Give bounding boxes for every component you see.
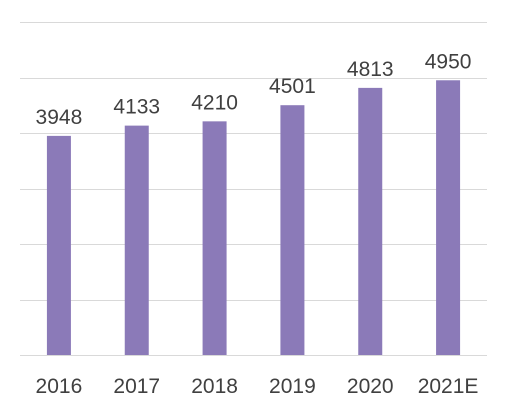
data-label-2020: 4813 <box>347 58 394 81</box>
data-label-2018: 4210 <box>191 91 238 114</box>
x-tick-label-2020: 2020 <box>347 375 394 398</box>
data-label-2019: 4501 <box>269 75 316 98</box>
data-labels: 3948 4133 4210 4501 4813 4950 <box>36 50 472 129</box>
gridlines <box>20 22 487 356</box>
x-tick-label-2016: 2016 <box>36 375 83 398</box>
x-tick-label-2017: 2017 <box>113 375 160 398</box>
x-tick-label-2018: 2018 <box>191 375 238 398</box>
bar-2017 <box>124 125 149 355</box>
x-tick-label-2021E: 2021E <box>418 375 479 398</box>
data-label-2021E: 4950 <box>425 50 472 73</box>
data-label-2017: 4133 <box>113 96 160 119</box>
data-label-2016: 3948 <box>36 106 83 129</box>
x-tick-label-2019: 2019 <box>269 375 316 398</box>
bar-2019 <box>280 105 305 355</box>
x-axis: 2016 2017 2018 2019 2020 2021E <box>36 375 479 398</box>
bar-2016 <box>46 135 71 355</box>
bar-2020 <box>358 87 383 355</box>
bars <box>46 80 461 356</box>
bar-2018 <box>202 121 227 355</box>
bar-2021E <box>436 80 461 356</box>
